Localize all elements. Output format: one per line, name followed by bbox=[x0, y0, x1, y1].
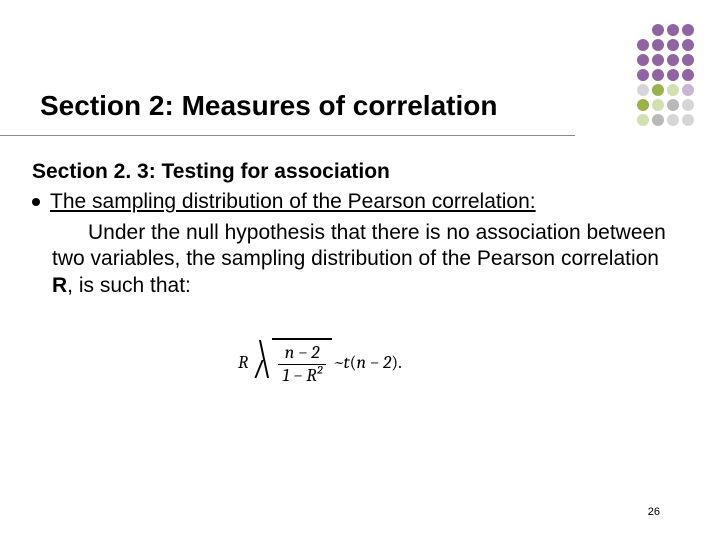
slide: Section 2: Measures of correlation Secti… bbox=[0, 0, 720, 540]
body-bold-R: R bbox=[52, 274, 67, 297]
dot bbox=[652, 54, 664, 66]
body-pre: Under the null hypothesis that there is … bbox=[52, 221, 666, 270]
dot bbox=[652, 69, 664, 81]
sqrt-body: n − 2 1 − R² bbox=[272, 338, 332, 386]
sqrt-sign bbox=[256, 338, 272, 386]
dot bbox=[652, 24, 664, 36]
dot bbox=[652, 99, 664, 111]
dot bbox=[667, 54, 679, 66]
formula-distribution: ~t(n − 2). bbox=[334, 352, 402, 373]
bullet-text: The sampling distribution of the Pearson… bbox=[50, 190, 536, 214]
dot bbox=[667, 84, 679, 96]
dot bbox=[652, 84, 664, 96]
body-post: , is such that: bbox=[67, 274, 191, 297]
dot bbox=[667, 114, 679, 126]
formula-arg: n − 2 bbox=[356, 352, 391, 373]
dot bbox=[652, 114, 664, 126]
dot bbox=[637, 39, 649, 51]
page-number: 26 bbox=[648, 506, 660, 518]
dot bbox=[637, 99, 649, 111]
formula: R n − 2 1 − R² ~t(n − 2). bbox=[238, 338, 402, 386]
dot bbox=[682, 54, 694, 66]
formula-R: R bbox=[238, 352, 248, 373]
fraction: n − 2 1 − R² bbox=[278, 342, 326, 386]
dot bbox=[667, 99, 679, 111]
dot bbox=[682, 114, 694, 126]
bullet-icon bbox=[32, 198, 40, 206]
formula-period: . bbox=[398, 352, 402, 373]
dot bbox=[637, 114, 649, 126]
bullet-row: The sampling distribution of the Pearson… bbox=[32, 190, 536, 214]
sqrt-icon: n − 2 1 − R² bbox=[256, 338, 332, 386]
title-rule bbox=[0, 135, 575, 136]
fraction-denominator: 1 − R² bbox=[278, 365, 326, 387]
dot bbox=[682, 24, 694, 36]
slide-title: Section 2: Measures of correlation bbox=[40, 90, 497, 122]
dot bbox=[637, 84, 649, 96]
dot bbox=[667, 39, 679, 51]
dot bbox=[682, 84, 694, 96]
dot bbox=[682, 39, 694, 51]
dot bbox=[682, 69, 694, 81]
dot bbox=[652, 39, 664, 51]
body-paragraph: Under the null hypothesis that there is … bbox=[52, 220, 672, 299]
dot bbox=[667, 69, 679, 81]
dot bbox=[637, 54, 649, 66]
fraction-numerator: n − 2 bbox=[281, 342, 324, 364]
dot bbox=[667, 24, 679, 36]
dot bbox=[637, 24, 649, 36]
dot bbox=[637, 69, 649, 81]
decorative-dots bbox=[637, 24, 694, 126]
dot bbox=[682, 99, 694, 111]
section-subtitle: Section 2. 3: Testing for association bbox=[32, 160, 390, 184]
